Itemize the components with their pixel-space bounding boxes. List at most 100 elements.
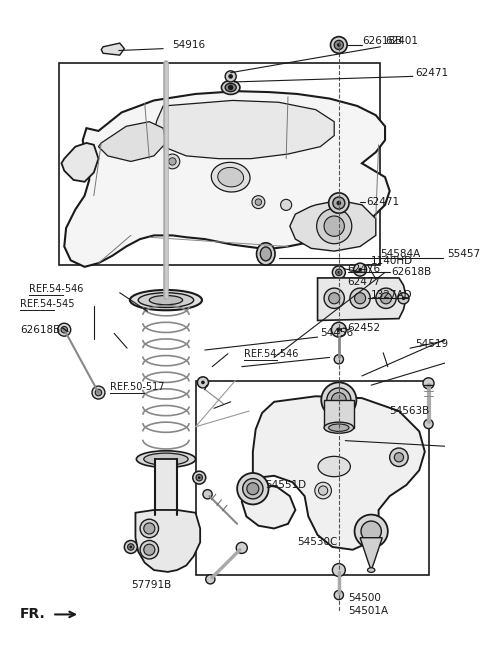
- Ellipse shape: [321, 382, 356, 417]
- Ellipse shape: [247, 482, 259, 495]
- Ellipse shape: [256, 243, 275, 265]
- Circle shape: [144, 544, 155, 556]
- Ellipse shape: [327, 388, 351, 412]
- Circle shape: [124, 541, 137, 554]
- Ellipse shape: [329, 193, 349, 213]
- Text: 54563B: 54563B: [390, 406, 430, 416]
- Circle shape: [281, 200, 292, 211]
- Circle shape: [206, 574, 215, 584]
- Text: 62618B: 62618B: [392, 267, 432, 277]
- Text: 54551D: 54551D: [265, 480, 306, 490]
- Circle shape: [336, 327, 341, 332]
- Circle shape: [92, 386, 105, 399]
- Text: REF.50-517: REF.50-517: [110, 382, 165, 392]
- Circle shape: [61, 327, 68, 333]
- Polygon shape: [154, 100, 334, 158]
- Ellipse shape: [218, 168, 243, 187]
- Text: 62618B: 62618B: [20, 325, 60, 334]
- Circle shape: [376, 288, 396, 308]
- Ellipse shape: [225, 83, 236, 92]
- Circle shape: [390, 448, 408, 467]
- Text: 54519: 54519: [416, 340, 449, 349]
- Circle shape: [196, 475, 203, 481]
- Circle shape: [130, 546, 132, 548]
- Circle shape: [355, 514, 388, 548]
- Circle shape: [144, 523, 155, 534]
- Text: REF.54-546: REF.54-546: [244, 349, 298, 359]
- Text: 54500: 54500: [348, 593, 381, 603]
- Text: 55457: 55457: [447, 249, 480, 259]
- Circle shape: [193, 471, 206, 484]
- Text: 62471: 62471: [367, 197, 400, 207]
- Circle shape: [255, 199, 262, 205]
- Circle shape: [402, 297, 406, 300]
- Polygon shape: [360, 538, 382, 570]
- Ellipse shape: [318, 456, 350, 477]
- Ellipse shape: [130, 290, 202, 310]
- Circle shape: [334, 40, 344, 50]
- Circle shape: [95, 389, 102, 396]
- Circle shape: [315, 482, 331, 499]
- Text: 62618B: 62618B: [362, 37, 402, 46]
- Text: 62476: 62476: [347, 263, 380, 274]
- Ellipse shape: [149, 295, 182, 304]
- Polygon shape: [64, 91, 390, 267]
- Circle shape: [350, 288, 370, 308]
- Circle shape: [331, 37, 347, 53]
- Polygon shape: [101, 43, 124, 55]
- Circle shape: [140, 541, 158, 559]
- Ellipse shape: [329, 424, 349, 432]
- Text: 54584A: 54584A: [381, 249, 420, 259]
- Text: 62401: 62401: [385, 37, 418, 46]
- Text: 54456: 54456: [320, 329, 353, 338]
- Polygon shape: [242, 396, 425, 550]
- Text: 54530C: 54530C: [297, 537, 337, 547]
- Text: 62452: 62452: [347, 323, 380, 333]
- Circle shape: [252, 196, 265, 209]
- Ellipse shape: [138, 293, 194, 308]
- Text: 62477: 62477: [347, 276, 380, 287]
- Ellipse shape: [368, 568, 375, 572]
- Text: 54916: 54916: [172, 40, 205, 50]
- Circle shape: [324, 288, 344, 308]
- Circle shape: [334, 591, 344, 600]
- Circle shape: [128, 544, 134, 550]
- Circle shape: [332, 266, 345, 279]
- Circle shape: [337, 43, 341, 47]
- Ellipse shape: [136, 451, 195, 467]
- Circle shape: [381, 293, 392, 304]
- Circle shape: [169, 158, 176, 165]
- Circle shape: [201, 381, 205, 384]
- Ellipse shape: [144, 453, 188, 465]
- Ellipse shape: [237, 473, 269, 505]
- Ellipse shape: [221, 81, 240, 95]
- Text: 54501A: 54501A: [348, 606, 388, 615]
- Circle shape: [236, 542, 247, 554]
- Circle shape: [332, 563, 345, 576]
- Ellipse shape: [211, 162, 250, 192]
- Text: FR.: FR.: [20, 608, 46, 621]
- Circle shape: [336, 269, 342, 276]
- Polygon shape: [135, 510, 200, 572]
- Circle shape: [203, 490, 212, 499]
- Circle shape: [198, 476, 201, 479]
- Circle shape: [424, 419, 433, 428]
- Circle shape: [398, 293, 409, 304]
- Circle shape: [331, 322, 346, 337]
- Circle shape: [354, 263, 367, 276]
- Ellipse shape: [243, 479, 263, 499]
- Circle shape: [329, 293, 340, 304]
- Bar: [324, 400, 354, 428]
- Circle shape: [361, 521, 381, 541]
- Circle shape: [225, 71, 236, 82]
- Ellipse shape: [331, 393, 346, 408]
- Polygon shape: [290, 200, 376, 251]
- Circle shape: [336, 201, 341, 205]
- Ellipse shape: [317, 209, 352, 244]
- Polygon shape: [318, 278, 406, 320]
- Circle shape: [355, 293, 366, 304]
- Circle shape: [58, 323, 71, 336]
- Text: 57791B: 57791B: [131, 580, 171, 590]
- Ellipse shape: [324, 216, 344, 236]
- Circle shape: [197, 377, 208, 388]
